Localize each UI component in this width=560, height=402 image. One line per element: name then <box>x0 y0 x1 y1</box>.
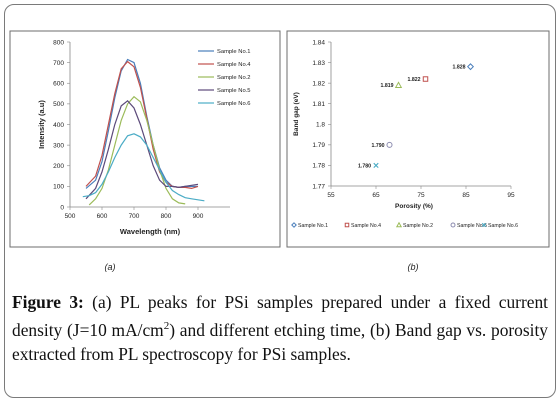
series-line <box>85 99 199 200</box>
y-tick-label: 400 <box>53 122 64 129</box>
y-tick-label: 1.83 <box>312 60 325 67</box>
panel-b-border <box>286 30 550 248</box>
caption-figure-label: Figure 3: <box>12 292 84 312</box>
marker-triangle <box>395 221 403 228</box>
marker-triangle <box>394 81 403 88</box>
figure-caption: Figure 3: (a) PL peaks for PSi samples p… <box>12 290 548 366</box>
legend-label: Sample No.2 <box>403 223 433 229</box>
marker-square <box>344 222 350 228</box>
figure-frame <box>4 4 556 398</box>
x-tick-label: 800 <box>161 213 172 220</box>
x-tick-label: 900 <box>193 213 204 220</box>
y-tick-label: 300 <box>53 142 64 149</box>
bandgap-porosity-chart: 1.77 1.78 1.79 1.8 1.81 1.82 1.83 1.84 55 65 75 85 9… <box>291 39 518 229</box>
legend-label: Sample No.6 <box>488 223 518 229</box>
legend-label: Sample No.1 <box>217 49 251 55</box>
legend-label: Sample No.1 <box>298 223 328 229</box>
point-data-label: 1.790 <box>372 143 385 149</box>
point-data-label: 1.828 <box>453 65 466 71</box>
y-tick-label: 1.8 <box>316 122 325 129</box>
y-tick-label: 1.84 <box>312 39 325 46</box>
y-tick-label: 1.81 <box>312 101 325 108</box>
y-tick-label: 600 <box>53 81 64 88</box>
legend-label: Sample No.5 <box>217 88 251 94</box>
x-tick-label: 500 <box>65 213 76 220</box>
panel-b-label: (b) <box>408 262 419 272</box>
figure-charts: 0 100 200 300 400 500 600 700 800 500 600 700 800 900… <box>9 30 550 272</box>
point-data-label: 1.822 <box>408 77 421 83</box>
legend-label: Sample No.4 <box>217 62 251 68</box>
marker-diamond <box>466 63 475 71</box>
marker-x <box>481 222 487 228</box>
caption-superscript: 2 <box>163 320 170 332</box>
point-data-label: 1.819 <box>381 83 394 89</box>
marker-diamond <box>291 222 297 228</box>
y-tick-label: 700 <box>53 60 64 67</box>
caption-text-part1: (a) PL peaks for PSi samples prepared un… <box>12 292 549 340</box>
y-tick-label: 1.82 <box>312 80 325 87</box>
x-axis-title: Wavelength (nm) <box>120 227 181 236</box>
x-tick-label: 95 <box>507 192 515 199</box>
y-tick-label: 1.79 <box>312 142 325 149</box>
legend-label: Sample No.2 <box>217 75 251 81</box>
y-tick-label: 500 <box>53 101 64 108</box>
marker-square <box>422 76 429 82</box>
panel-a-label: (a) <box>105 262 116 272</box>
y-axis-title: Band gap (eV) <box>293 92 300 136</box>
x-tick-label: 55 <box>327 192 335 199</box>
caption-text-part2: ) and different etching time, (b) Band g… <box>12 319 549 364</box>
marker-circle <box>386 141 393 148</box>
x-axis-title: Porosity (%) <box>395 203 433 210</box>
series-line <box>82 133 205 202</box>
point-data-label: 1.780 <box>358 163 371 169</box>
x-tick-label: 85 <box>462 192 470 199</box>
y-tick-label: 800 <box>53 39 64 46</box>
y-tick-label: 1.77 <box>312 183 325 190</box>
x-tick-label: 65 <box>372 192 380 199</box>
y-tick-label: 200 <box>53 163 64 170</box>
x-tick-label: 600 <box>97 213 108 220</box>
x-tick-label: 700 <box>129 213 140 220</box>
legend-label: Sample No.5 <box>457 223 487 229</box>
y-tick-label: 0 <box>60 204 64 211</box>
legend-label: Sample No.4 <box>351 223 381 229</box>
marker-x <box>373 162 379 169</box>
y-tick-label: 100 <box>53 184 64 191</box>
y-axis-title: Intensity (a.u) <box>37 100 46 149</box>
x-tick-label: 75 <box>417 192 425 199</box>
panel-a-border <box>9 30 281 248</box>
marker-circle <box>450 222 456 228</box>
pl-spectra-chart: 0 100 200 300 400 500 600 700 800 500 600 700 800 900… <box>37 39 251 236</box>
legend-label: Sample No.6 <box>217 101 251 107</box>
y-tick-label: 1.78 <box>312 163 325 170</box>
